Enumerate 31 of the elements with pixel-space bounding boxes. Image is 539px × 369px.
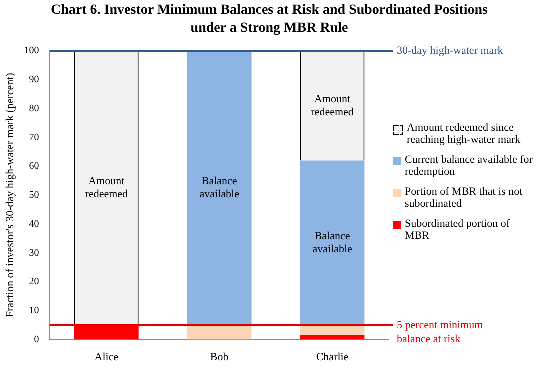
y-tick-label: 30: [29, 248, 40, 259]
data-label: Balance available: [200, 176, 240, 201]
data-label: Amount redeemed: [85, 176, 129, 201]
legend-label: Current balance available for redemption: [405, 154, 534, 178]
y-tick-label: 0: [34, 334, 40, 346]
y-tick-label: 20: [29, 276, 40, 288]
chart-title: Chart 6. Investor Minimum Balances at Risk and Subordinated Positions under a Strong MBR Rule: [50, 2, 489, 38]
y-tick-label: 100: [24, 46, 40, 57]
legend-label: Portion of MBR that is not subordinated: [405, 186, 524, 210]
y-tick-label: 10: [29, 306, 40, 317]
x-tick-label: Charlie: [316, 351, 349, 364]
bar: [74, 325, 139, 340]
ref-line-label: 30-day high-water mark: [397, 44, 504, 57]
bar: [300, 335, 365, 340]
y-tick-label: 90: [29, 74, 40, 86]
data-label: Balance available: [312, 230, 352, 256]
y-tick-label: 40: [29, 218, 40, 230]
y-tick-label: 60: [29, 161, 40, 172]
data-label: Amount redeemed: [311, 93, 354, 118]
y-tick-label: 50: [29, 190, 40, 202]
y-axis-title: Fraction of investor's 30-day high-water mark (percent): [4, 72, 16, 318]
legend-label: Subordinated portion of MBR: [405, 218, 512, 242]
bar: [187, 51, 252, 326]
bar: [187, 325, 252, 340]
text: Amount redeemed since reaching high-water mark: [407, 122, 522, 146]
x-tick-label: Alice: [94, 351, 119, 364]
ref-line-label: 5 percent minimum balance at risk: [397, 319, 484, 346]
x-tick-label: Bob: [210, 351, 230, 364]
y-tick-label: 70: [29, 132, 40, 144]
y-tick-label: 80: [29, 103, 40, 114]
bar: [300, 160, 365, 326]
